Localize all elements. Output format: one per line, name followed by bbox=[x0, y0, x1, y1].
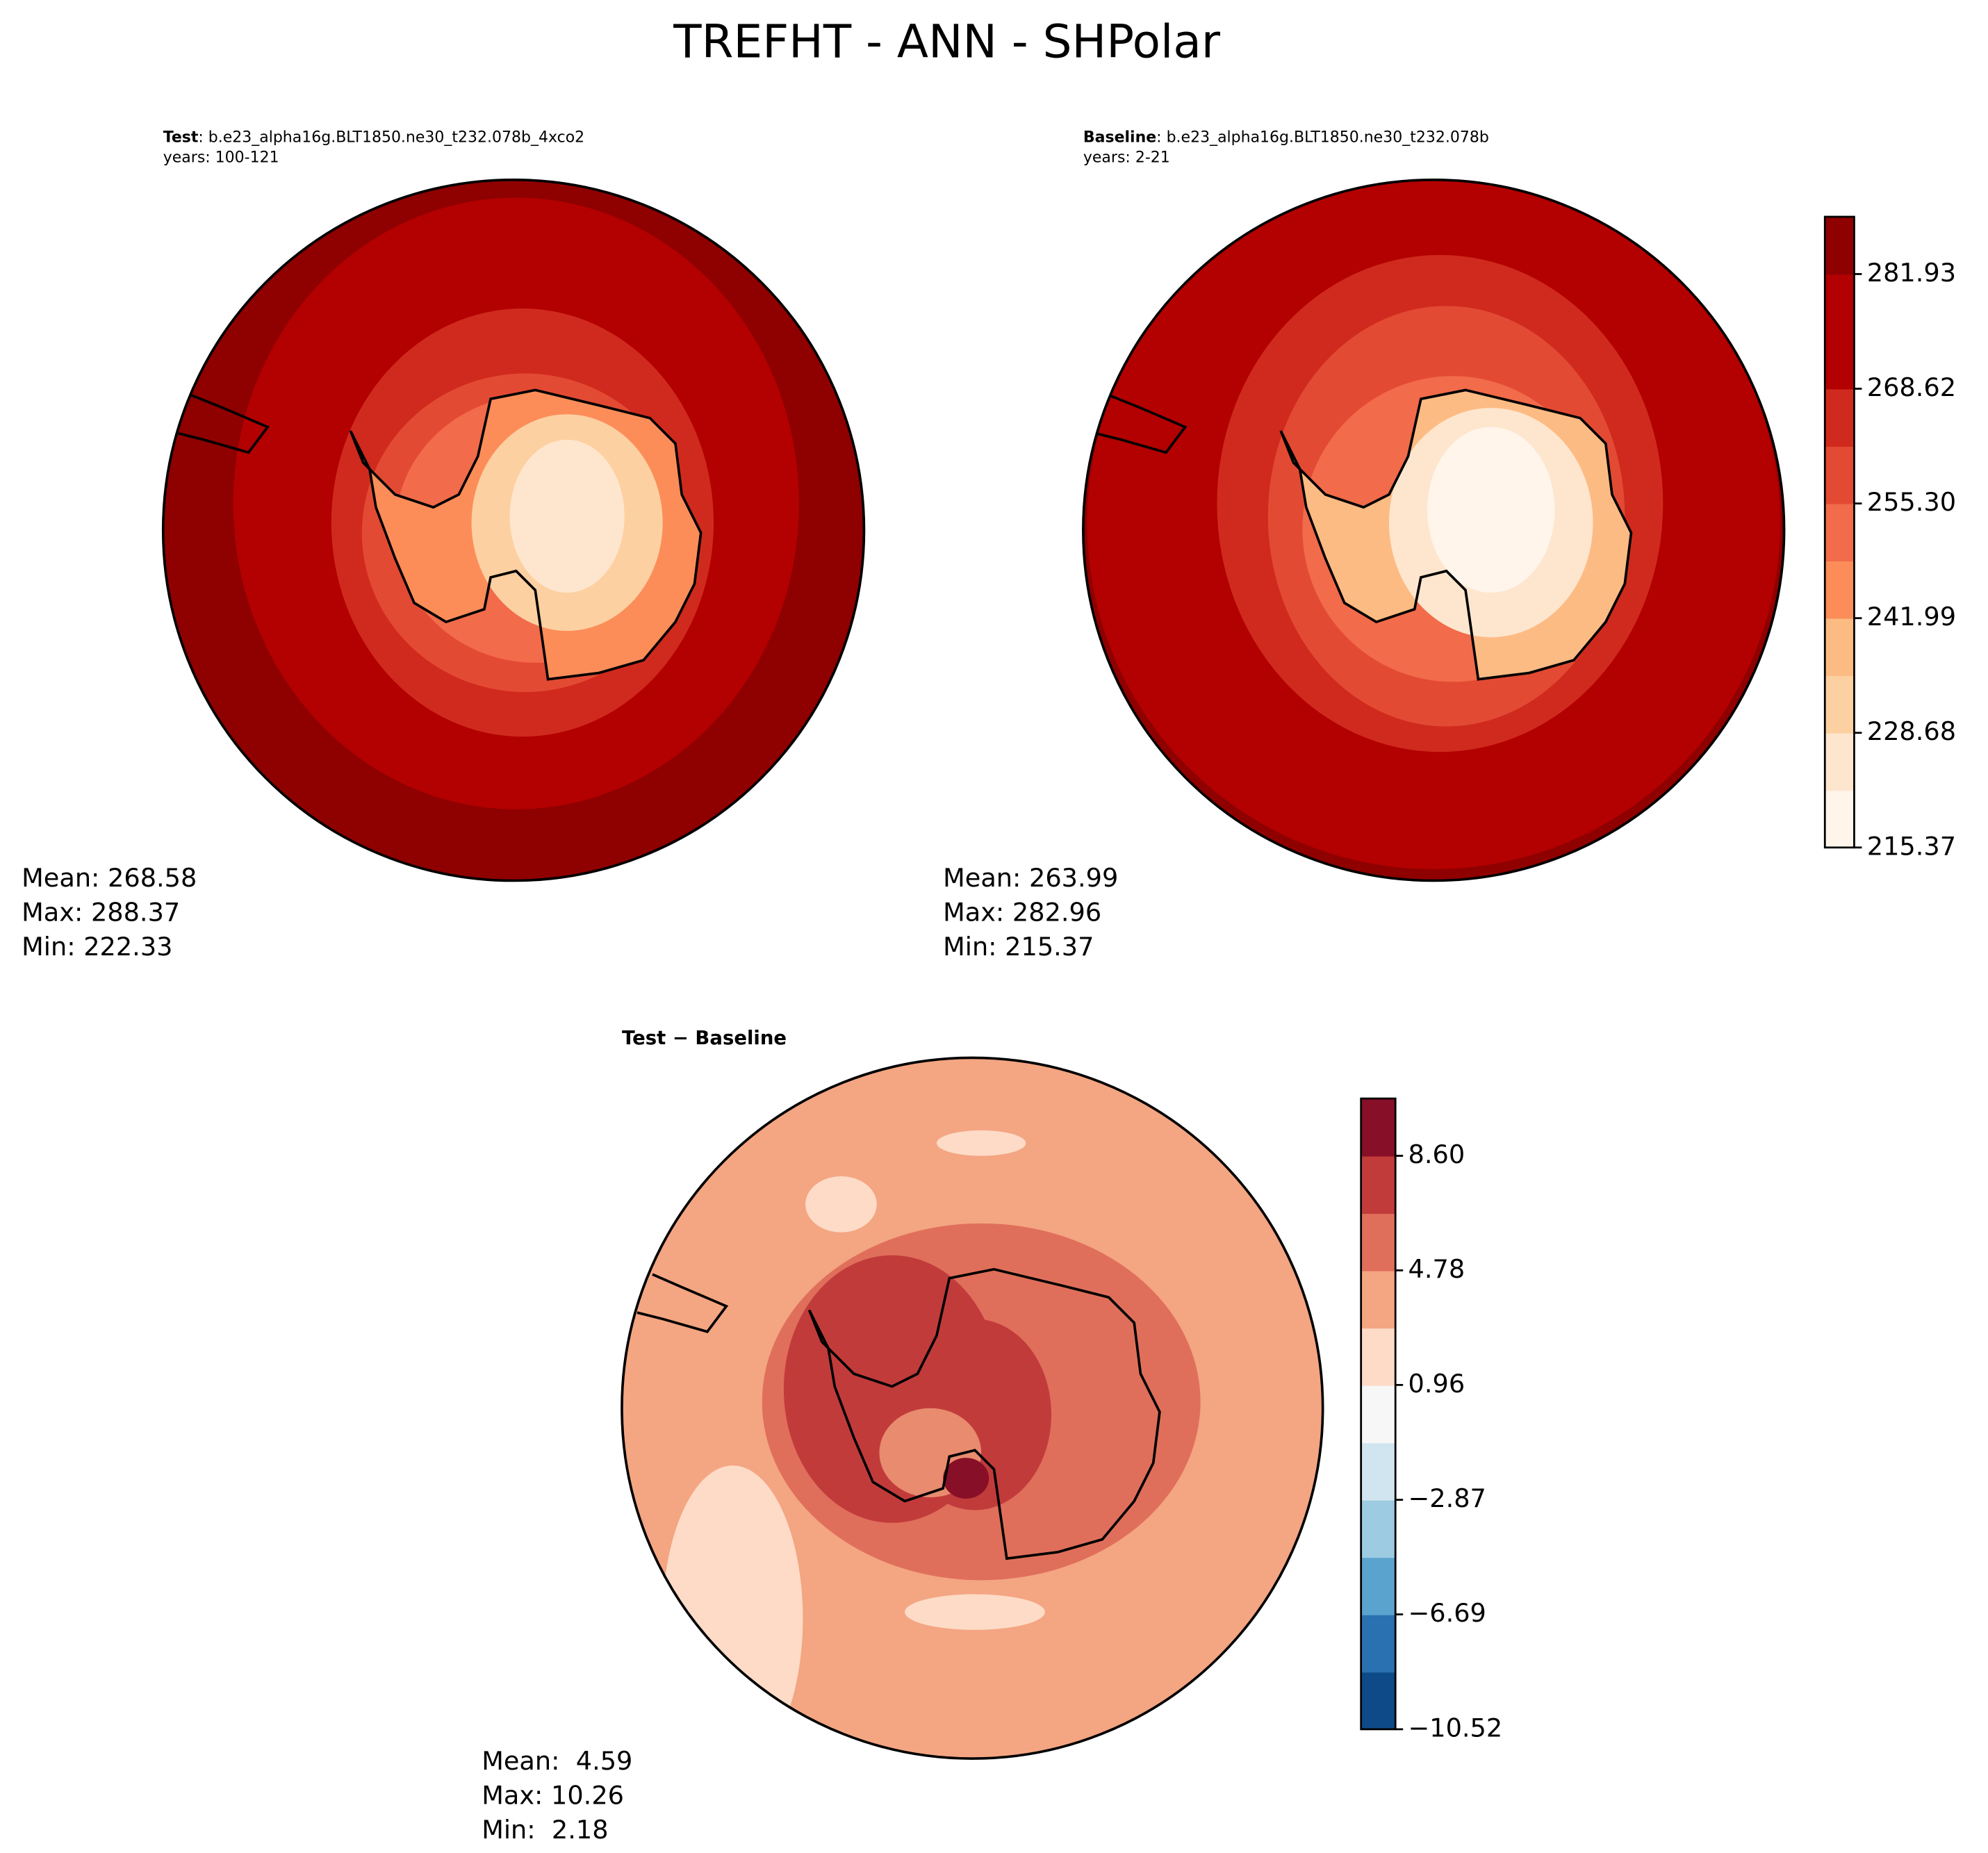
stat-line: Max: 288.37 bbox=[22, 898, 180, 928]
colorbar-tick-label: 228.68 bbox=[1867, 716, 1956, 746]
panel-label: Test: b.e23_alpha16g.BLT1850.ne30_t232.0… bbox=[163, 129, 584, 146]
colorbar-segment bbox=[1361, 1385, 1396, 1444]
colorbar-segment bbox=[1361, 1442, 1396, 1501]
map-frame bbox=[161, 178, 866, 882]
panel-label: Baseline: b.e23_alpha16g.BLT1850.ne30_t2… bbox=[1083, 129, 1489, 146]
panel-label: Test − Baseline bbox=[622, 1027, 787, 1049]
colorbar-segment bbox=[1825, 732, 1855, 791]
stat-line: Min: 2.18 bbox=[482, 1815, 608, 1845]
stat-line: Mean: 268.58 bbox=[22, 863, 197, 893]
colorbar-segment bbox=[1825, 790, 1855, 848]
colorbar-tick-label: 215.37 bbox=[1867, 831, 1956, 861]
colorbar-tick-label: 255.30 bbox=[1867, 487, 1956, 517]
stat-line: Min: 215.37 bbox=[943, 932, 1094, 962]
panel-years: years: 100-121 bbox=[163, 149, 279, 167]
colorbar-frame bbox=[1823, 215, 1855, 849]
panel-years: years: 2-21 bbox=[1083, 149, 1170, 167]
test-map bbox=[163, 179, 864, 881]
colorbar-segment bbox=[1825, 274, 1855, 332]
colorbar-tick-label: 0.96 bbox=[1408, 1369, 1465, 1399]
colorbar-tick-label: −6.69 bbox=[1408, 1598, 1486, 1628]
colorbar-segment bbox=[1825, 561, 1855, 619]
colorbar-tick-label: −10.52 bbox=[1408, 1713, 1503, 1743]
colorbar-segment bbox=[1825, 675, 1855, 734]
stat-line: Mean: 263.99 bbox=[943, 863, 1118, 893]
colorbar-tick-label: 241.99 bbox=[1867, 602, 1956, 632]
figure-title: TREFHT - ANN - SHPolar bbox=[673, 15, 1221, 68]
colorbar-segment bbox=[1825, 388, 1855, 447]
colorbar-segment bbox=[1361, 1614, 1396, 1673]
colorbar-tick-label: 268.62 bbox=[1867, 372, 1956, 402]
colorbar-segment bbox=[1361, 1270, 1396, 1329]
colorbar-segment bbox=[1361, 1499, 1396, 1558]
colorbar-segment bbox=[1825, 216, 1855, 275]
colorbar-segment bbox=[1361, 1328, 1396, 1386]
colorbar-segment bbox=[1361, 1098, 1396, 1157]
colorbar-tick-label: 8.60 bbox=[1408, 1139, 1465, 1169]
baseline-map bbox=[1083, 179, 1784, 881]
colorbar-segment bbox=[1361, 1155, 1396, 1214]
colorbar-tick-label: 4.78 bbox=[1408, 1254, 1465, 1284]
difference-map bbox=[621, 1057, 1323, 1759]
colorbar-segment bbox=[1361, 1213, 1396, 1271]
colorbar-segment bbox=[1825, 331, 1855, 390]
map-frame bbox=[621, 1056, 1324, 1760]
stat-line: Mean: 4.59 bbox=[482, 1746, 632, 1776]
map-frame bbox=[1082, 178, 1786, 882]
colorbar-segment bbox=[1825, 446, 1855, 504]
colorbar-frame bbox=[1360, 1097, 1397, 1731]
stat-line: Max: 10.26 bbox=[482, 1781, 624, 1811]
colorbar-segment bbox=[1361, 1672, 1396, 1730]
colorbar-tick-label: −2.87 bbox=[1408, 1483, 1486, 1513]
colorbar-tick-label: 281.93 bbox=[1867, 258, 1956, 288]
stat-line: Min: 222.33 bbox=[22, 932, 172, 962]
colorbar-segment bbox=[1825, 618, 1855, 677]
colorbar-segment bbox=[1825, 503, 1855, 562]
stat-line: Max: 282.96 bbox=[943, 898, 1101, 928]
colorbar-segment bbox=[1361, 1557, 1396, 1615]
